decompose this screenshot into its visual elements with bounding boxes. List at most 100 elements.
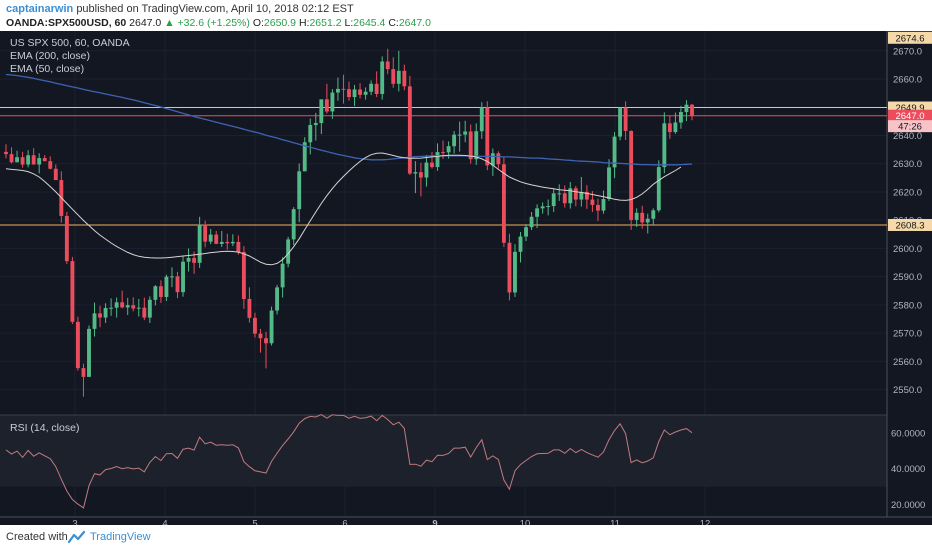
rsi-line-group: [5, 414, 693, 509]
time-tick-label: 6: [342, 518, 347, 525]
candle-body: [219, 241, 224, 244]
candle-body: [98, 313, 102, 318]
legend-ema200[interactable]: EMA (200, close): [10, 50, 90, 62]
last-price: 2647.0: [129, 17, 162, 29]
low-value: 2645.4: [353, 17, 386, 29]
candle-body: [92, 313, 97, 329]
candle-body: [264, 338, 268, 344]
rsi-legend[interactable]: RSI (14, close): [10, 422, 79, 434]
candle-body: [468, 131, 473, 160]
chart-area[interactable]: 2550.02560.02570.02580.02590.02600.02610…: [0, 31, 932, 529]
candle-body: [158, 286, 163, 297]
candle-body: [441, 152, 445, 154]
tradingview-brand[interactable]: TradingView: [90, 531, 151, 543]
legend-ema50[interactable]: EMA (50, close): [10, 63, 84, 75]
price-label-text: 2608.3: [895, 220, 924, 231]
candle-body: [225, 241, 230, 244]
author-name[interactable]: captainarwin: [6, 3, 74, 15]
ema200-line: [5, 73, 693, 166]
candles: [4, 48, 694, 397]
publish-info: captainarwin published on TradingView.co…: [6, 3, 354, 15]
candle-body: [463, 131, 468, 135]
price-chart-svg[interactable]: 2550.02560.02570.02580.02590.02600.02610…: [0, 31, 932, 529]
candle-body: [640, 212, 645, 223]
candle-body: [37, 158, 42, 165]
candle-body: [341, 88, 346, 90]
ema-lines: [5, 73, 693, 266]
price-tick-label: 2590.0: [893, 272, 922, 283]
candle-body: [109, 307, 114, 309]
candle-body: [181, 261, 185, 293]
candle-body: [435, 152, 440, 168]
rsi-tick-label: 60.0000: [891, 428, 925, 439]
horizontal-levels[interactable]: [0, 107, 887, 226]
candle-body: [142, 307, 147, 318]
candle-body: [684, 104, 689, 113]
candle-body: [446, 146, 451, 153]
candle-body: [9, 154, 14, 163]
ema50-line: [5, 152, 682, 266]
candle-body: [247, 298, 252, 318]
candle-body: [507, 242, 512, 293]
candle-body: [330, 92, 335, 112]
candle-body: [501, 164, 506, 243]
candle-body: [275, 287, 280, 311]
candle-body: [385, 61, 390, 70]
candle-body: [347, 89, 351, 98]
candle-body: [4, 151, 8, 155]
candle-body: [607, 167, 611, 199]
rsi-tick-label: 40.0000: [891, 464, 925, 475]
candle-body: [452, 134, 457, 147]
candle-body: [170, 276, 174, 278]
close-label: C:: [388, 17, 399, 29]
rsi-tick-label: 20.0000: [891, 500, 925, 511]
candle-body: [31, 155, 36, 165]
chart-legend-title: US SPX 500, 60, OANDA: [10, 37, 130, 49]
candle-body: [236, 241, 241, 253]
time-tick-label: 9: [432, 518, 437, 525]
candle-body: [540, 206, 545, 209]
candle-body: [413, 172, 418, 174]
price-label-bg: [888, 120, 932, 133]
candle-body: [103, 307, 108, 318]
price-tick-label: 2580.0: [893, 300, 922, 311]
candle-body: [352, 89, 357, 98]
candle-body: [75, 321, 80, 369]
candle-body: [53, 168, 58, 181]
price-tick-label: 2570.0: [893, 329, 922, 340]
candle-body: [551, 193, 556, 207]
price-label-text: 2674.6: [895, 33, 924, 44]
time-tick-label: 12: [700, 518, 711, 525]
candle-body: [374, 83, 379, 94]
price-tick-label: 2550.0: [893, 385, 922, 396]
candle-body: [601, 199, 606, 211]
candle-body: [673, 122, 678, 133]
time-tick-label: 4: [162, 518, 167, 525]
candle-body: [280, 263, 285, 288]
candle-body: [48, 161, 53, 169]
tradingview-logo-icon[interactable]: [68, 530, 86, 544]
candle-body: [418, 172, 423, 178]
candle-body: [363, 91, 368, 95]
price-tick-label: 2670.0: [893, 46, 922, 57]
candle-body: [485, 107, 490, 166]
price-label-text: 2647.0: [895, 111, 924, 122]
candle-body: [15, 157, 20, 163]
price-tick-label: 2600.0: [893, 244, 922, 255]
candle-body: [678, 112, 683, 123]
candle-body: [230, 241, 235, 244]
rsi-line: [5, 414, 693, 509]
published-text: published on TradingView.com, April 10, …: [76, 3, 354, 15]
candle-body: [208, 234, 213, 242]
high-value: 2651.2: [309, 17, 342, 29]
candle-body: [424, 162, 429, 178]
candle-body: [214, 234, 219, 244]
price-label-text: 2649.9: [895, 103, 924, 114]
low-label: L:: [344, 17, 354, 29]
candle-body: [391, 69, 396, 84]
candle-body: [87, 328, 91, 377]
candle-body: [568, 188, 573, 204]
candle-body: [164, 276, 169, 297]
candle-body: [402, 70, 407, 87]
price-label-bg: [888, 109, 932, 122]
